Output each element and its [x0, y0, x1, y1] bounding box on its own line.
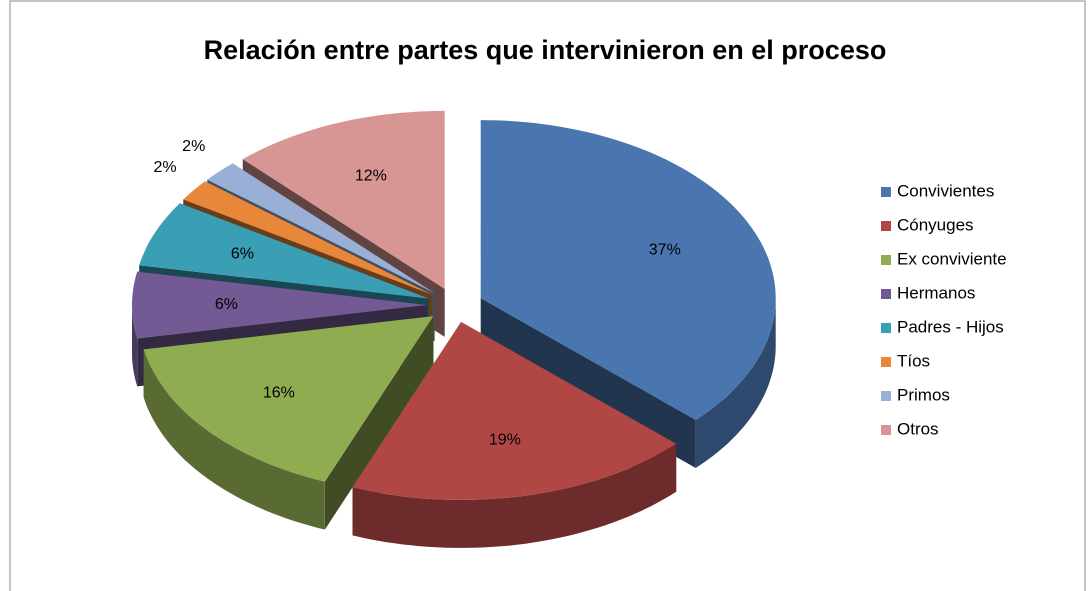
legend-label: Otros — [897, 419, 939, 438]
slice — [143, 316, 434, 530]
slice-top — [242, 110, 445, 289]
legend-label: Cónyuges — [897, 215, 974, 234]
data-label: 16% — [263, 384, 295, 401]
data-label: 2% — [153, 159, 176, 176]
slice-top — [139, 203, 429, 299]
legend-swatch — [881, 187, 891, 197]
slice-wall — [132, 305, 138, 387]
legend-swatch — [881, 425, 891, 435]
legend-swatch — [881, 323, 891, 333]
slice-top — [352, 321, 677, 500]
legend-swatch — [881, 391, 891, 401]
data-label: 6% — [215, 296, 238, 313]
legend-swatch — [881, 255, 891, 265]
data-label: 19% — [489, 431, 521, 448]
slice-top — [480, 120, 776, 420]
legend: Convivientes Cónyuges Ex conviviente Herman… — [881, 181, 1007, 438]
slice-wall — [143, 349, 325, 530]
data-label: 2% — [182, 138, 205, 155]
data-label: 6% — [231, 245, 254, 262]
legend-label: Hermanos — [897, 283, 975, 302]
slice-top — [143, 316, 434, 482]
pie: 37% 19% 16% 6% 6% 2% 2% 12% — [132, 110, 776, 548]
legend-label: Padres - Hijos — [897, 317, 1004, 336]
slice — [352, 321, 677, 548]
slice-wall — [352, 443, 677, 548]
slice-top — [207, 163, 435, 294]
slice-side — [324, 316, 434, 530]
slice-top — [132, 271, 427, 339]
data-label: 37% — [649, 241, 681, 258]
slice-top — [183, 181, 433, 295]
legend-label: Ex conviviente — [897, 249, 1007, 268]
legend-label: Convivientes — [897, 181, 994, 200]
legend-swatch — [881, 221, 891, 231]
legend-label: Tíos — [897, 351, 930, 370]
legend-label: Primos — [897, 385, 950, 404]
data-label: 12% — [355, 168, 387, 185]
chart-title: Relación entre partes que intervinieron … — [204, 35, 887, 65]
legend-swatch — [881, 289, 891, 299]
legend-swatch — [881, 357, 891, 367]
slice-wall — [695, 298, 776, 468]
